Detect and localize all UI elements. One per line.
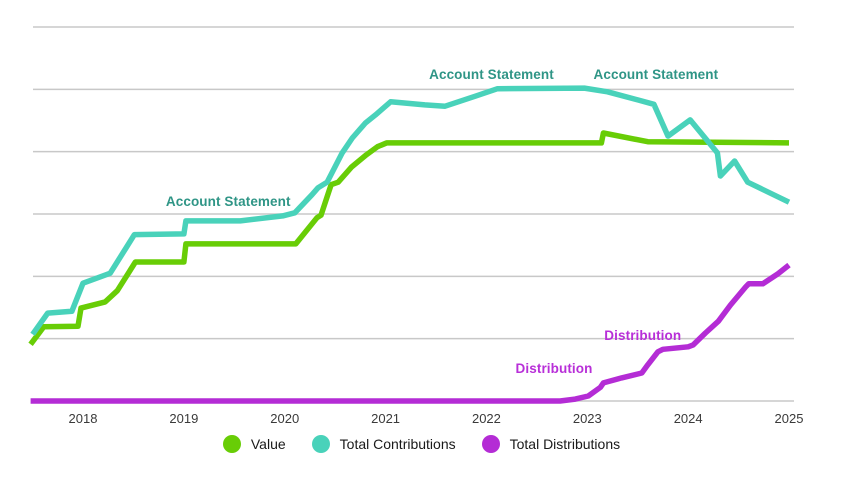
x-axis-tick-label: 2022 [471, 411, 501, 426]
total-contributions-series-dot-icon [311, 435, 330, 453]
series-line-total-contributions[interactable] [30, 85, 791, 336]
x-axis-tick-label: 2023 [572, 411, 602, 426]
x-axis-tick-label: 2024 [673, 411, 703, 426]
chart-legend: Value Total Contributions Total Distribu… [0, 435, 843, 453]
annotation-account-statement[interactable]: Account Statement [429, 66, 554, 82]
x-axis-tick-label: 2018 [68, 411, 98, 426]
annotation-account-statement[interactable]: Account Statement [593, 66, 719, 82]
annotation-distribution[interactable]: Distribution [604, 328, 682, 344]
annotation-distribution[interactable]: Distribution [515, 361, 593, 377]
total-distributions-series-dot-icon [481, 435, 500, 453]
series-line-value[interactable] [28, 130, 790, 346]
legend-label: Total Distributions [509, 436, 621, 452]
x-axis-tick-label: 2020 [270, 411, 300, 426]
legend-item-value[interactable]: Value [222, 435, 286, 453]
x-axis-tick-label: 2019 [169, 411, 199, 426]
legend-item-total-contributions[interactable]: Total Contributions [311, 435, 456, 453]
legend-label: Value [250, 436, 286, 452]
legend-label: Total Contributions [339, 436, 456, 452]
x-axis-tick-label: 2025 [774, 411, 804, 426]
value-series-dot-icon [222, 435, 241, 453]
x-axis-tick-label: 2021 [371, 411, 401, 426]
legend-item-total-distributions[interactable]: Total Distributions [481, 435, 621, 453]
series-line-total-distributions[interactable] [30, 262, 791, 404]
annotation-account-statement[interactable]: Account Statement [165, 194, 291, 209]
